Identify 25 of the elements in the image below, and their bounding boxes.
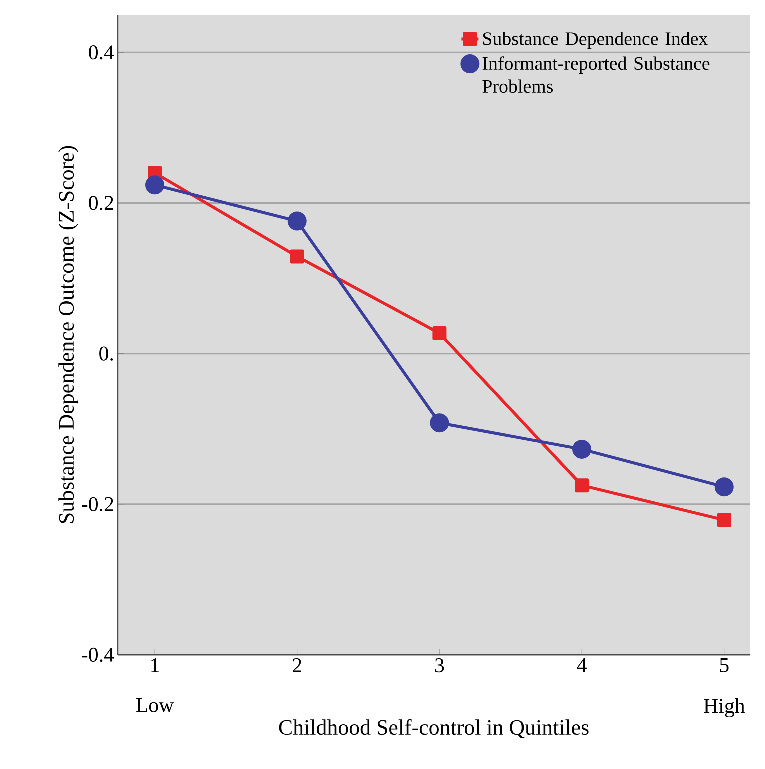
x-tick-label: 5 bbox=[720, 658, 729, 672]
x-tick-label: 3 bbox=[435, 658, 444, 673]
point bbox=[146, 176, 165, 195]
y-tick-label: 0.4 bbox=[89, 46, 114, 60]
legend-label: Substance Dependence Index bbox=[483, 32, 708, 50]
text: Low bbox=[136, 698, 174, 712]
x-axis-title: Childhood Self-control in Quintiles bbox=[279, 719, 589, 738]
point bbox=[430, 414, 450, 433]
text: High bbox=[704, 698, 746, 718]
x-tick-label: 2 bbox=[293, 658, 302, 672]
point bbox=[432, 326, 447, 340]
y-tick-label: -0.4 bbox=[82, 648, 114, 662]
y-tick-label: 0.2 bbox=[89, 196, 114, 210]
y-tick-label: -0.2 bbox=[82, 497, 114, 512]
point bbox=[290, 250, 304, 264]
y-axis-title: Substance Dependence Outcome (Z-Score) bbox=[58, 146, 79, 524]
x-tick-label: 4 bbox=[577, 658, 587, 672]
legend-label: Informant-reported Substance Problems bbox=[482, 56, 710, 94]
point bbox=[714, 478, 734, 497]
x-tick-label: 1 bbox=[152, 658, 159, 672]
y-tick-label: 0. bbox=[100, 346, 114, 361]
point bbox=[717, 513, 732, 528]
point bbox=[572, 440, 592, 459]
point bbox=[288, 212, 307, 231]
point bbox=[575, 478, 590, 493]
